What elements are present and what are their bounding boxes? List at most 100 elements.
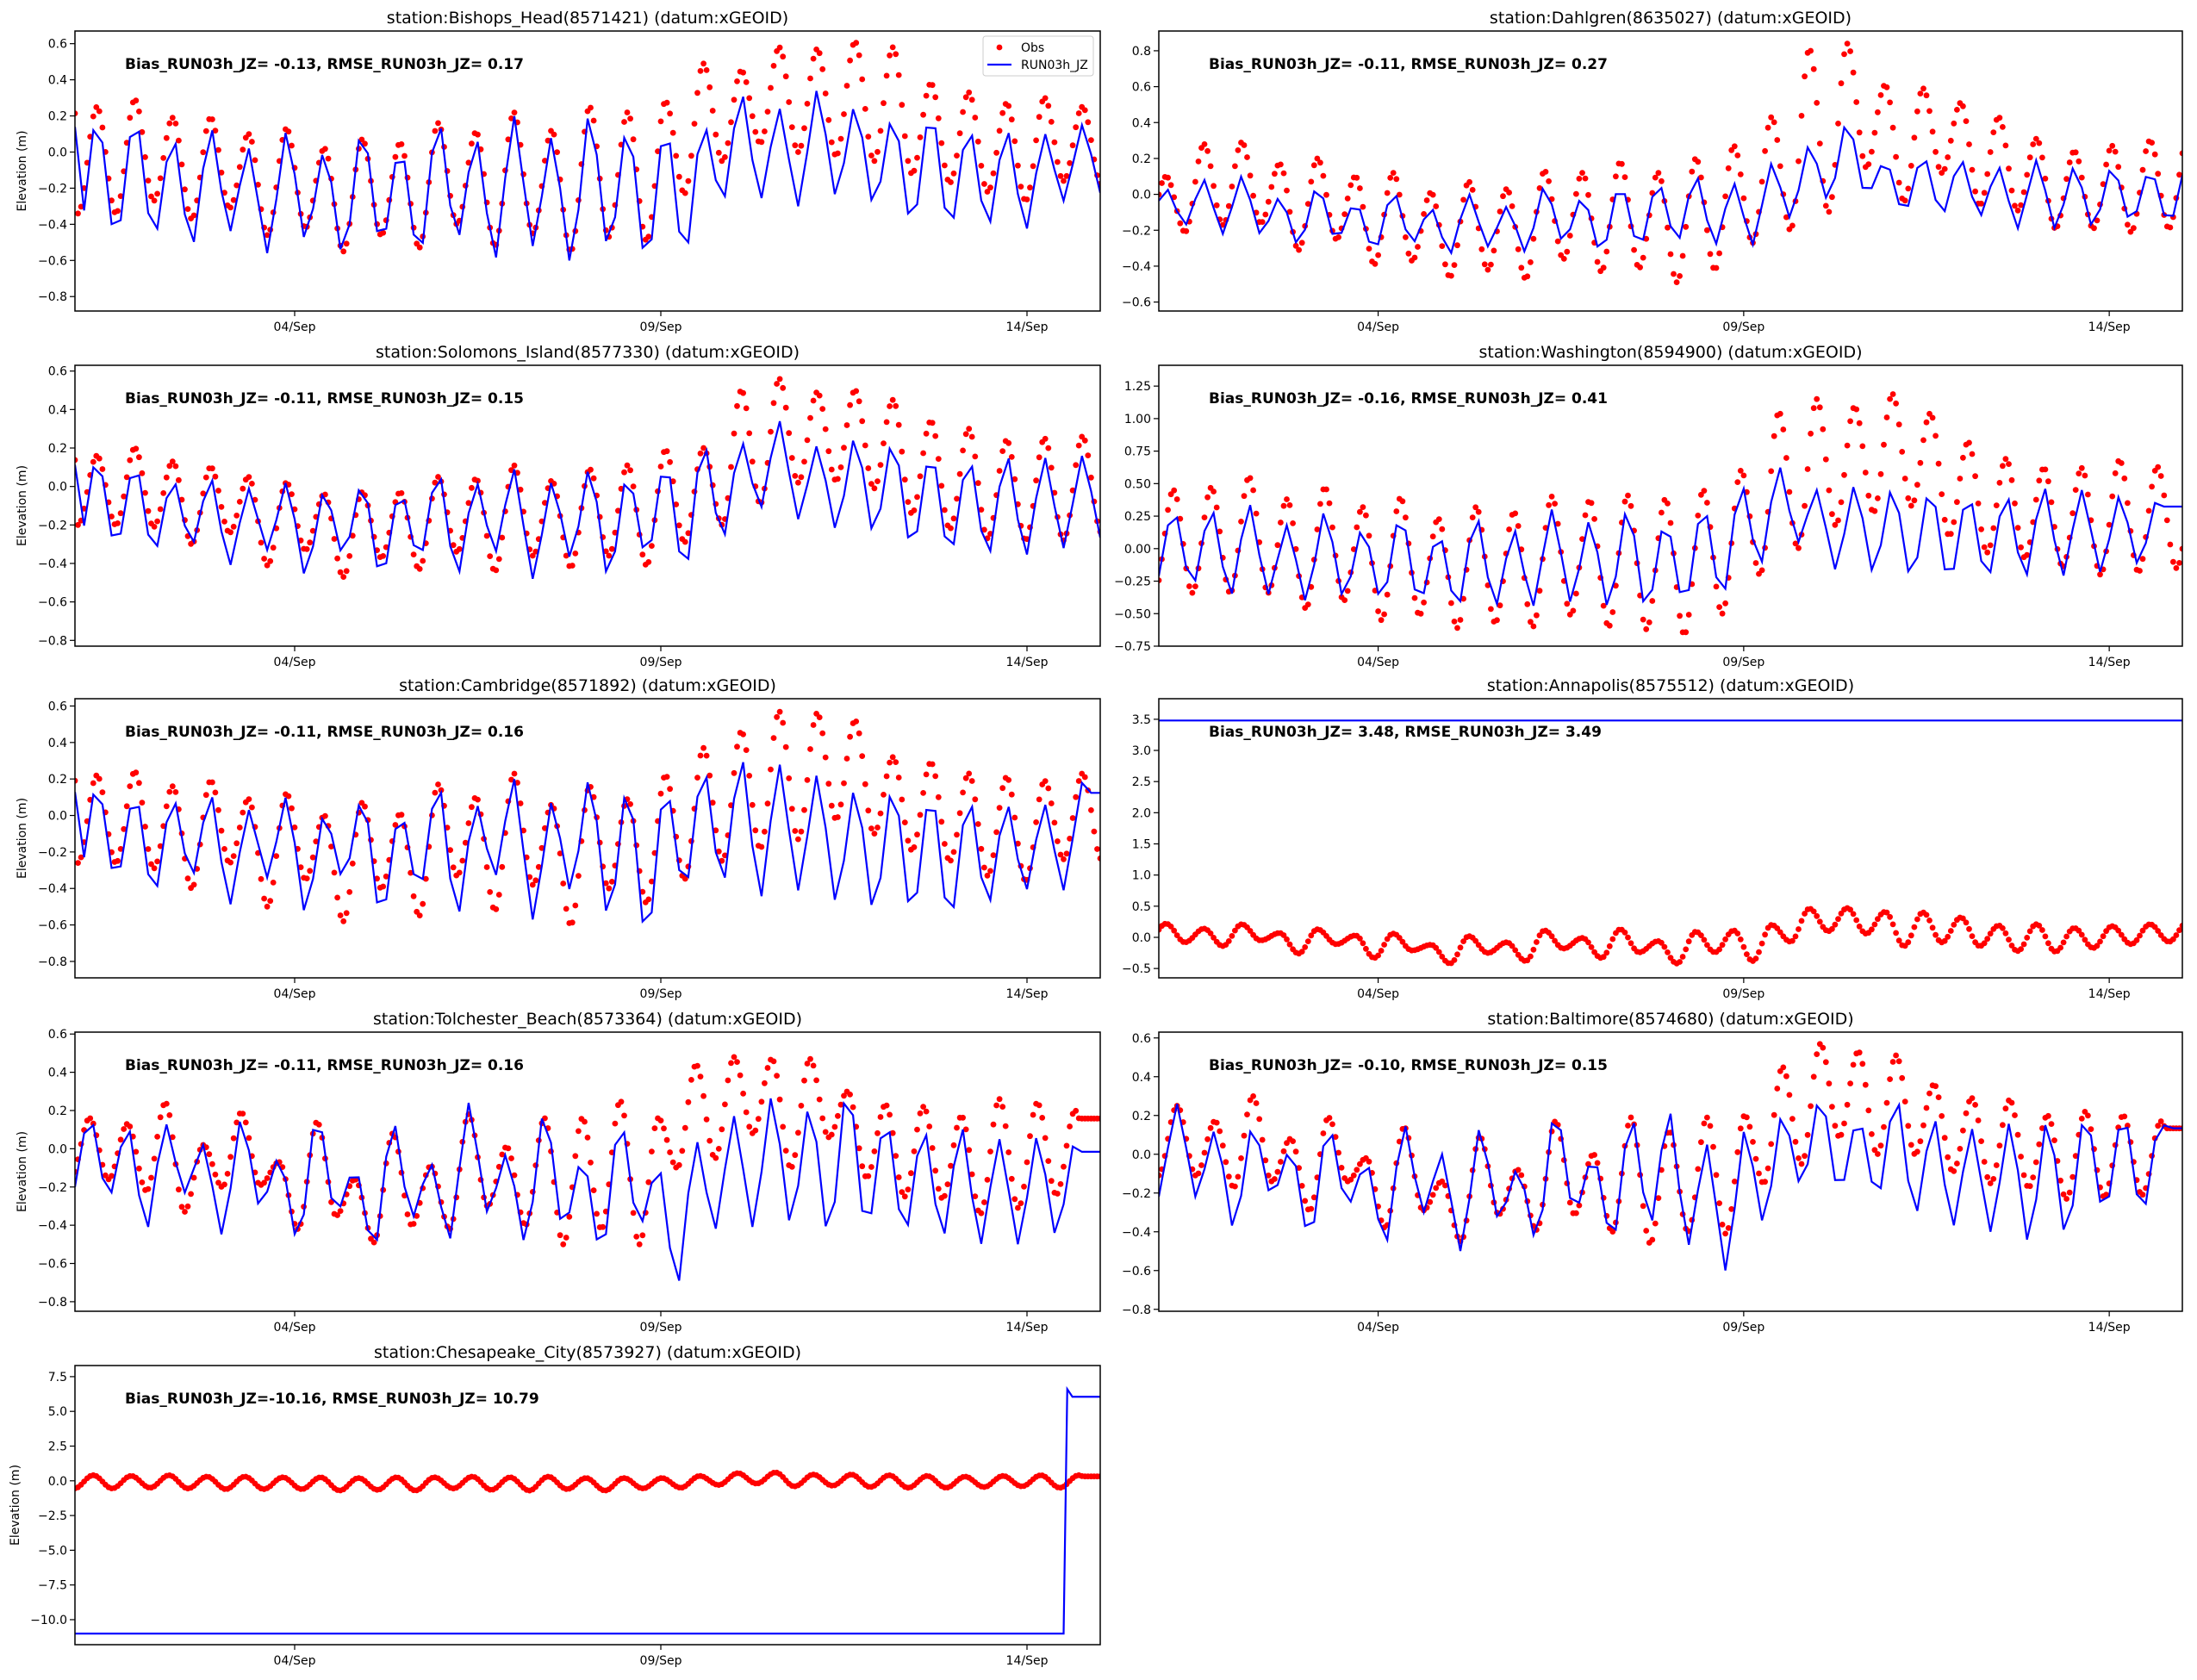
obs-point [1869,1131,1875,1137]
obs-point [1570,607,1577,614]
obs-point [1192,178,1198,185]
obs-point [1798,113,1805,119]
obs-point [1546,178,1552,184]
obs-point [1838,80,1845,87]
obs-point [1731,1179,1738,1185]
obs-point [661,1125,667,1132]
obs-point [843,756,850,762]
obs-point [75,860,81,866]
obs-point [841,1092,847,1099]
obs-point [935,456,942,462]
obs-point [746,1123,753,1130]
obs-point [1051,819,1058,826]
obs-point [1439,526,1446,532]
x-tick-label: 14/Sep [2088,656,2131,669]
obs-point [1899,1074,1906,1081]
obs-point [2008,476,2015,483]
obs-point [1887,1076,1894,1082]
obs-point [649,1148,655,1154]
obs-point [1061,856,1067,862]
obs-point [1045,1158,1052,1164]
y-tick-label: 2.5 [1132,775,1151,789]
obs-point [148,193,154,200]
obs-point [1951,922,1957,928]
obs-point [1625,1123,1631,1129]
obs-point [1786,1092,1793,1098]
stats-annotation: Bias_RUN03h_JZ= -0.11, RMSE_RUN03h_JZ= 0… [125,1057,524,1074]
obs-point [1229,184,1235,190]
obs-point [209,116,215,122]
obs-point [1731,143,1738,150]
obs-point [1932,148,1939,155]
obs-point [713,131,719,138]
y-tick-label: 7.5 [48,1371,67,1384]
obs-point [627,467,633,474]
obs-point [1534,939,1540,945]
obs-point [109,197,115,204]
obs-point [734,402,740,409]
y-tick-label: 2.0 [1132,806,1151,820]
obs-point [703,67,710,73]
obs-point [1284,1140,1290,1147]
obs-point [215,488,221,494]
obs-point [1679,954,1686,960]
obs-point [804,437,811,444]
obs-point [2063,1196,2070,1202]
obs-point [837,1101,844,1108]
obs-point [1211,183,1217,190]
obs-point [871,485,878,492]
obs-point [1862,470,1869,476]
obs-point [1091,828,1098,835]
obs-point [176,476,182,483]
obs-point [1217,528,1223,535]
y-tick-label: 0.2 [48,442,67,456]
obs-point [786,430,793,437]
obs-point [1941,1135,1948,1142]
obs-point [1069,142,1076,149]
obs-point [1484,266,1491,273]
obs-point [2030,1174,2037,1180]
obs-point [1893,400,1900,407]
obs-point [792,1152,799,1159]
obs-point [669,129,676,136]
obs-point [1015,840,1021,847]
obs-point [218,504,225,510]
obs-point [822,426,829,432]
obs-point [1497,208,1503,215]
obs-point [978,845,985,852]
obs-point [289,142,295,149]
obs-point [261,556,267,562]
obs-point [1802,73,1808,80]
obs-point [1875,1151,1881,1157]
obs-point [1219,1142,1226,1149]
obs-point [636,1241,643,1248]
obs-point [121,1126,128,1132]
obs-point [841,780,847,787]
obs-point [948,1162,954,1169]
obs-point [688,1077,694,1083]
obs-point [2125,221,2131,228]
obs-point [1573,590,1579,597]
obs-point [2036,1141,2043,1148]
obs-point [572,1153,579,1160]
obs-point [2155,464,2162,470]
obs-point [221,846,227,852]
chart-panel: station:Bishops_Head(8571421) (datum:xGE… [16,9,1101,334]
obs-point [612,1120,619,1127]
obs-point [942,507,948,513]
obs-point [996,128,1003,134]
obs-point [865,1173,872,1179]
obs-point [853,719,860,725]
obs-point [1881,1123,1887,1130]
obs-point [1901,476,1908,482]
y-tick-label: 0.6 [48,365,67,379]
obs-point [184,206,191,213]
obs-point [1518,1172,1525,1179]
obs-point [349,532,356,539]
obs-point [1005,1149,1012,1155]
obs-point [911,844,918,850]
obs-point [828,1131,835,1138]
obs-point [1008,1175,1015,1182]
obs-point [1357,935,1363,942]
obs-point [719,1126,725,1133]
